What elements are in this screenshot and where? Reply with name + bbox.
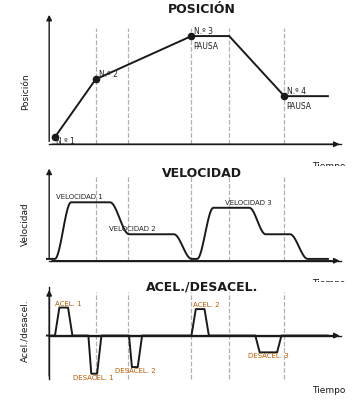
Text: ACEL./DESACEL.: ACEL./DESACEL. <box>146 280 258 293</box>
Text: DESACEL. 2: DESACEL. 2 <box>115 368 155 374</box>
Text: ACEL. 1: ACEL. 1 <box>55 301 82 306</box>
Text: Tiempo: Tiempo <box>312 386 345 395</box>
Text: Acel./desacel.: Acel./desacel. <box>21 299 30 362</box>
Text: ACEL. 2: ACEL. 2 <box>193 302 219 308</box>
Text: DESACEL. 1: DESACEL. 1 <box>73 375 114 381</box>
Text: N.º 3: N.º 3 <box>194 27 213 36</box>
Text: PAUSA: PAUSA <box>286 102 311 111</box>
Text: Tiempo: Tiempo <box>312 279 345 288</box>
Text: N.º 2: N.º 2 <box>99 70 117 79</box>
Text: POSICIÓN: POSICIÓN <box>168 3 236 16</box>
Text: Tiempo: Tiempo <box>312 162 345 171</box>
Text: Velocidad: Velocidad <box>21 203 30 246</box>
Text: VELOCIDAD 3: VELOCIDAD 3 <box>225 200 272 206</box>
Text: VELOCIDAD 1: VELOCIDAD 1 <box>57 194 103 200</box>
Text: PAUSA: PAUSA <box>193 42 218 51</box>
Text: N.º 1: N.º 1 <box>57 137 75 146</box>
Text: Posición: Posición <box>21 73 30 109</box>
Text: VELOCIDAD: VELOCIDAD <box>162 167 242 180</box>
Text: N.º 4: N.º 4 <box>287 87 306 96</box>
Text: DESACEL. 3: DESACEL. 3 <box>248 353 289 359</box>
Text: VELOCIDAD 2: VELOCIDAD 2 <box>109 227 155 233</box>
